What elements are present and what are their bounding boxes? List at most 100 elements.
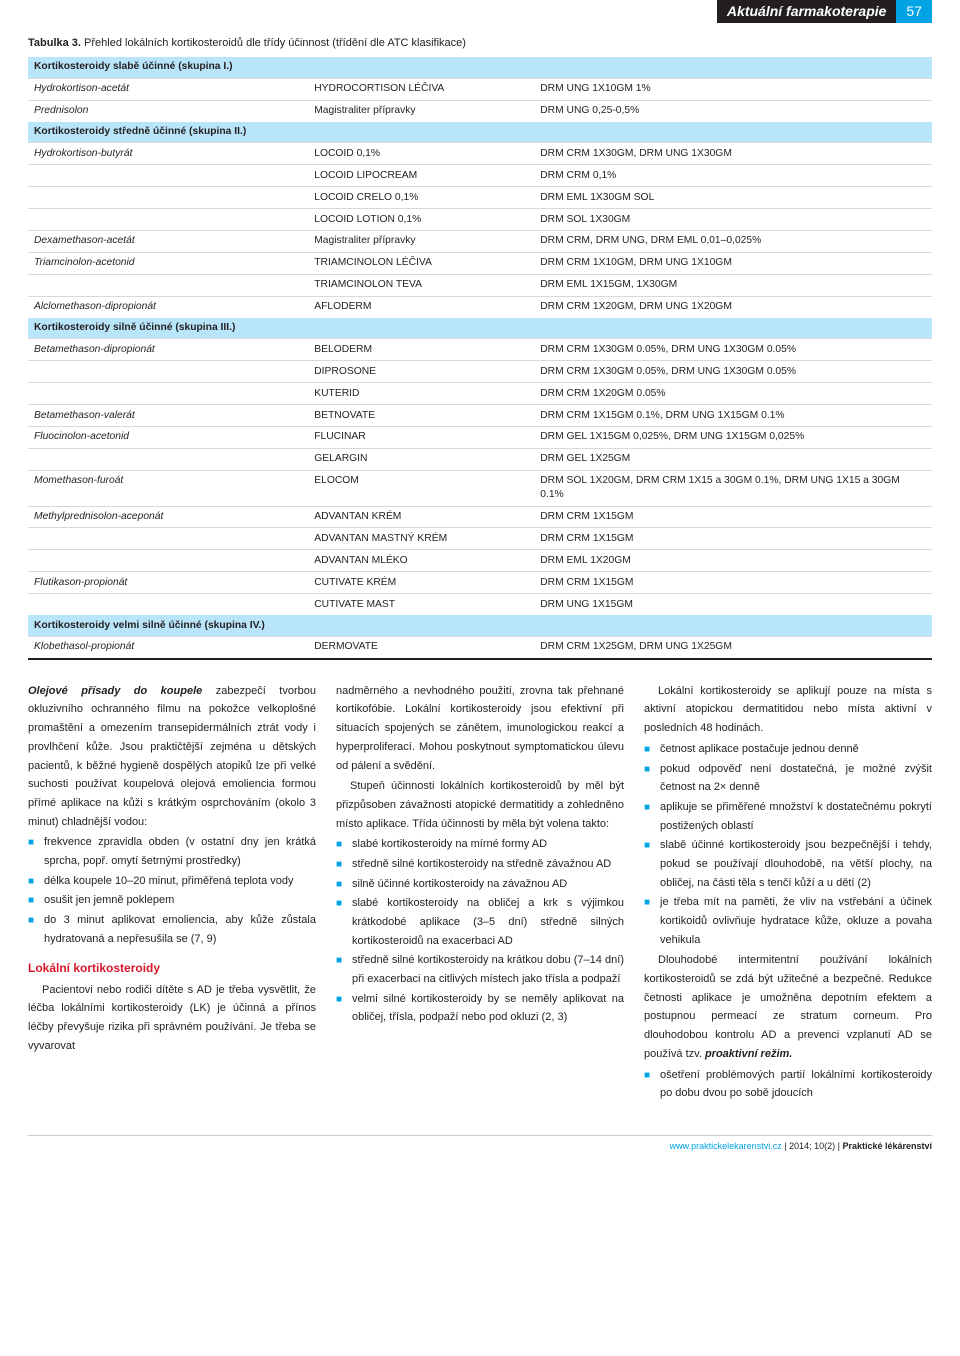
table-cell: Flutikason-propionát xyxy=(28,572,308,594)
table-cell: Momethason-furoát xyxy=(28,470,308,506)
list-item: slabé kortikosteroidy na obličej a krk s… xyxy=(336,894,624,950)
proactive-list: ošetření problémových partií lokálními k… xyxy=(644,1066,932,1103)
table-row: ADVANTAN MLÉKODRM EML 1X20GM xyxy=(28,550,932,572)
table-cell xyxy=(28,594,308,615)
table-cell: Betamethason-dipropionát xyxy=(28,339,308,361)
column-1: Olejové přísady do koupele zabezpečí tvo… xyxy=(28,682,316,1105)
list-item: aplikuje se přiměřené množství k dostate… xyxy=(644,798,932,835)
table-row: Momethason-furoátELOCOMDRM SOL 1X20GM, D… xyxy=(28,470,932,506)
list-item: slabé kortikosteroidy na mírné formy AD xyxy=(336,835,624,854)
table-cell: DRM EML 1X20GM xyxy=(534,550,932,572)
table-cell: ADVANTAN MLÉKO xyxy=(308,550,534,572)
table-cell: TRIAMCINOLON TEVA xyxy=(308,274,534,296)
page-number: 57 xyxy=(896,0,932,23)
table-row: LOCOID LOTION 0,1%DRM SOL 1X30GM xyxy=(28,209,932,231)
list-item: středně silné kortikosteroidy na středně… xyxy=(336,855,624,874)
bath-list: frekvence zpravidla obden (v ostatní dny… xyxy=(28,833,316,948)
table-cell: Hydrokortison-acetát xyxy=(28,78,308,100)
table-section-header: Kortikosteroidy slabě účinné (skupina I.… xyxy=(28,57,932,78)
table-row: CUTIVATE MASTDRM UNG 1X15GM xyxy=(28,594,932,615)
table-cell: DRM GEL 1X15GM 0,025%, DRM UNG 1X15GM 0,… xyxy=(534,426,932,448)
table-row: LOCOID LIPOCREAMDRM CRM 0,1% xyxy=(28,165,932,187)
heading-lokalni-kortikosteroidy: Lokální kortikosteroidy xyxy=(28,958,316,978)
table-cell: DRM CRM 1X30GM 0.05%, DRM UNG 1X30GM 0.0… xyxy=(534,361,932,383)
footer-journal: Praktické lékárenství xyxy=(842,1141,932,1151)
col2-para2: Stupeň účinnosti lokálních kortikosteroi… xyxy=(336,777,624,833)
table-cell: ELOCOM xyxy=(308,470,534,506)
table-cell: AFLODERM xyxy=(308,296,534,317)
table-cell: LOCOID LOTION 0,1% xyxy=(308,209,534,231)
list-item: ošetření problémových partií lokálními k… xyxy=(644,1066,932,1103)
table-cell: DRM UNG 1X10GM 1% xyxy=(534,78,932,100)
table-cell: Triamcinolon-acetonid xyxy=(28,252,308,274)
list-item: frekvence zpravidla obden (v ostatní dny… xyxy=(28,833,316,870)
table-cell xyxy=(28,209,308,231)
table-caption: Tabulka 3. Přehled lokálních kortikoster… xyxy=(28,36,932,51)
runin-olejove: Olejové přísady do koupele xyxy=(28,685,202,697)
table-row: KUTERIDDRM CRM 1X20GM 0.05% xyxy=(28,383,932,405)
table-cell: Klobethasol-propionát xyxy=(28,636,308,657)
list-item: četnost aplikace postačuje jednou denně xyxy=(644,740,932,759)
table-row: DIPROSONEDRM CRM 1X30GM 0.05%, DRM UNG 1… xyxy=(28,361,932,383)
table-cell: DRM CRM 1X15GM xyxy=(534,506,932,528)
table-cell: DRM CRM 1X20GM, DRM UNG 1X20GM xyxy=(534,296,932,317)
header-bar: Aktuální farmakoterapie 57 xyxy=(28,0,932,22)
table-cell: DRM CRM 1X30GM 0.05%, DRM UNG 1X30GM 0.0… xyxy=(534,339,932,361)
table-row: Dexamethason-acetátMagistraliter příprav… xyxy=(28,230,932,252)
table-cell: DRM EML 1X15GM, 1X30GM xyxy=(534,274,932,296)
table-cell: DRM GEL 1X25GM xyxy=(534,448,932,470)
table-cell: LOCOID CRELO 0,1% xyxy=(308,187,534,209)
table-cell: Prednisolon xyxy=(28,100,308,121)
table-cell xyxy=(28,274,308,296)
list-item: silně účinné kortikosteroidy na závažnou… xyxy=(336,875,624,894)
table-cell: Magistraliter přípravky xyxy=(308,100,534,121)
table-cell: Betamethason-valerát xyxy=(28,405,308,427)
table-cell: LOCOID LIPOCREAM xyxy=(308,165,534,187)
table-cell: BETNOVATE xyxy=(308,405,534,427)
runin-proaktivni: proaktivní režim. xyxy=(705,1048,792,1060)
table-cell: DRM CRM 1X15GM xyxy=(534,528,932,550)
table-cell: DRM CRM 1X30GM, DRM UNG 1X30GM xyxy=(534,143,932,165)
table-cell xyxy=(28,383,308,405)
table-cell xyxy=(28,448,308,470)
table-row: Triamcinolon-acetonidTRIAMCINOLON LÉČIVA… xyxy=(28,252,932,274)
list-item: délka koupele 10–20 minut, přiměřená tep… xyxy=(28,872,316,891)
table-cell: DERMOVATE xyxy=(308,636,534,657)
table-cell: KUTERID xyxy=(308,383,534,405)
table-cell: DRM CRM, DRM UNG, DRM EML 0,01–0,025% xyxy=(534,230,932,252)
list-item: osušit jen jemně poklepem xyxy=(28,891,316,910)
col2-para1: nadměrného a nevhodného použití, zrovna … xyxy=(336,682,624,775)
table-section-header: Kortikosteroidy velmi silně účinné (skup… xyxy=(28,615,932,636)
table-cell xyxy=(28,165,308,187)
table-cell: Methylprednisolon-aceponát xyxy=(28,506,308,528)
table-row: PrednisolonMagistraliter přípravkyDRM UN… xyxy=(28,100,932,121)
table-row: Alclomethason-dipropionátAFLODERMDRM CRM… xyxy=(28,296,932,317)
table-cell: ADVANTAN KRÉM xyxy=(308,506,534,528)
table-cell: CUTIVATE KRÉM xyxy=(308,572,534,594)
table-row: Flutikason-propionátCUTIVATE KRÉMDRM CRM… xyxy=(28,572,932,594)
list-item: středně silné kortikosteroidy na krátkou… xyxy=(336,951,624,988)
table-cell: LOCOID 0,1% xyxy=(308,143,534,165)
table-cell: BELODERM xyxy=(308,339,534,361)
col1-para2: Pacientovi nebo rodiči dítěte s AD je tř… xyxy=(28,981,316,1056)
table-cell: FLUCINAR xyxy=(308,426,534,448)
table-cell: HYDROCORTISON LÉČIVA xyxy=(308,78,534,100)
table-cell: DRM CRM 1X25GM, DRM UNG 1X25GM xyxy=(534,636,932,657)
table-row: Klobethasol-propionátDERMOVATEDRM CRM 1X… xyxy=(28,636,932,657)
list-item: je třeba mít na paměti, že vliv na vstře… xyxy=(644,893,932,949)
table-cell: DRM SOL 1X20GM, DRM CRM 1X15 a 30GM 0.1%… xyxy=(534,470,932,506)
table-cell xyxy=(28,187,308,209)
table-cell: ADVANTAN MASTNÝ KRÉM xyxy=(308,528,534,550)
table-section-header: Kortikosteroidy středně účinné (skupina … xyxy=(28,122,932,143)
table-row: Hydrokortison-butyrátLOCOID 0,1%DRM CRM … xyxy=(28,143,932,165)
table-cell: Dexamethason-acetát xyxy=(28,230,308,252)
table-section-header: Kortikosteroidy silně účinné (skupina II… xyxy=(28,318,932,339)
table-row: Betamethason-valerátBETNOVATEDRM CRM 1X1… xyxy=(28,405,932,427)
table-row: Methylprednisolon-aceponátADVANTAN KRÉMD… xyxy=(28,506,932,528)
table-cell: DRM CRM 1X20GM 0.05% xyxy=(534,383,932,405)
table-cell: DRM UNG 1X15GM xyxy=(534,594,932,615)
table-cell xyxy=(28,361,308,383)
table-cell: DRM CRM 1X10GM, DRM UNG 1X10GM xyxy=(534,252,932,274)
table-cell: Fluocinolon-acetonid xyxy=(28,426,308,448)
list-item: velmi silné kortikosteroidy by se neměly… xyxy=(336,990,624,1027)
